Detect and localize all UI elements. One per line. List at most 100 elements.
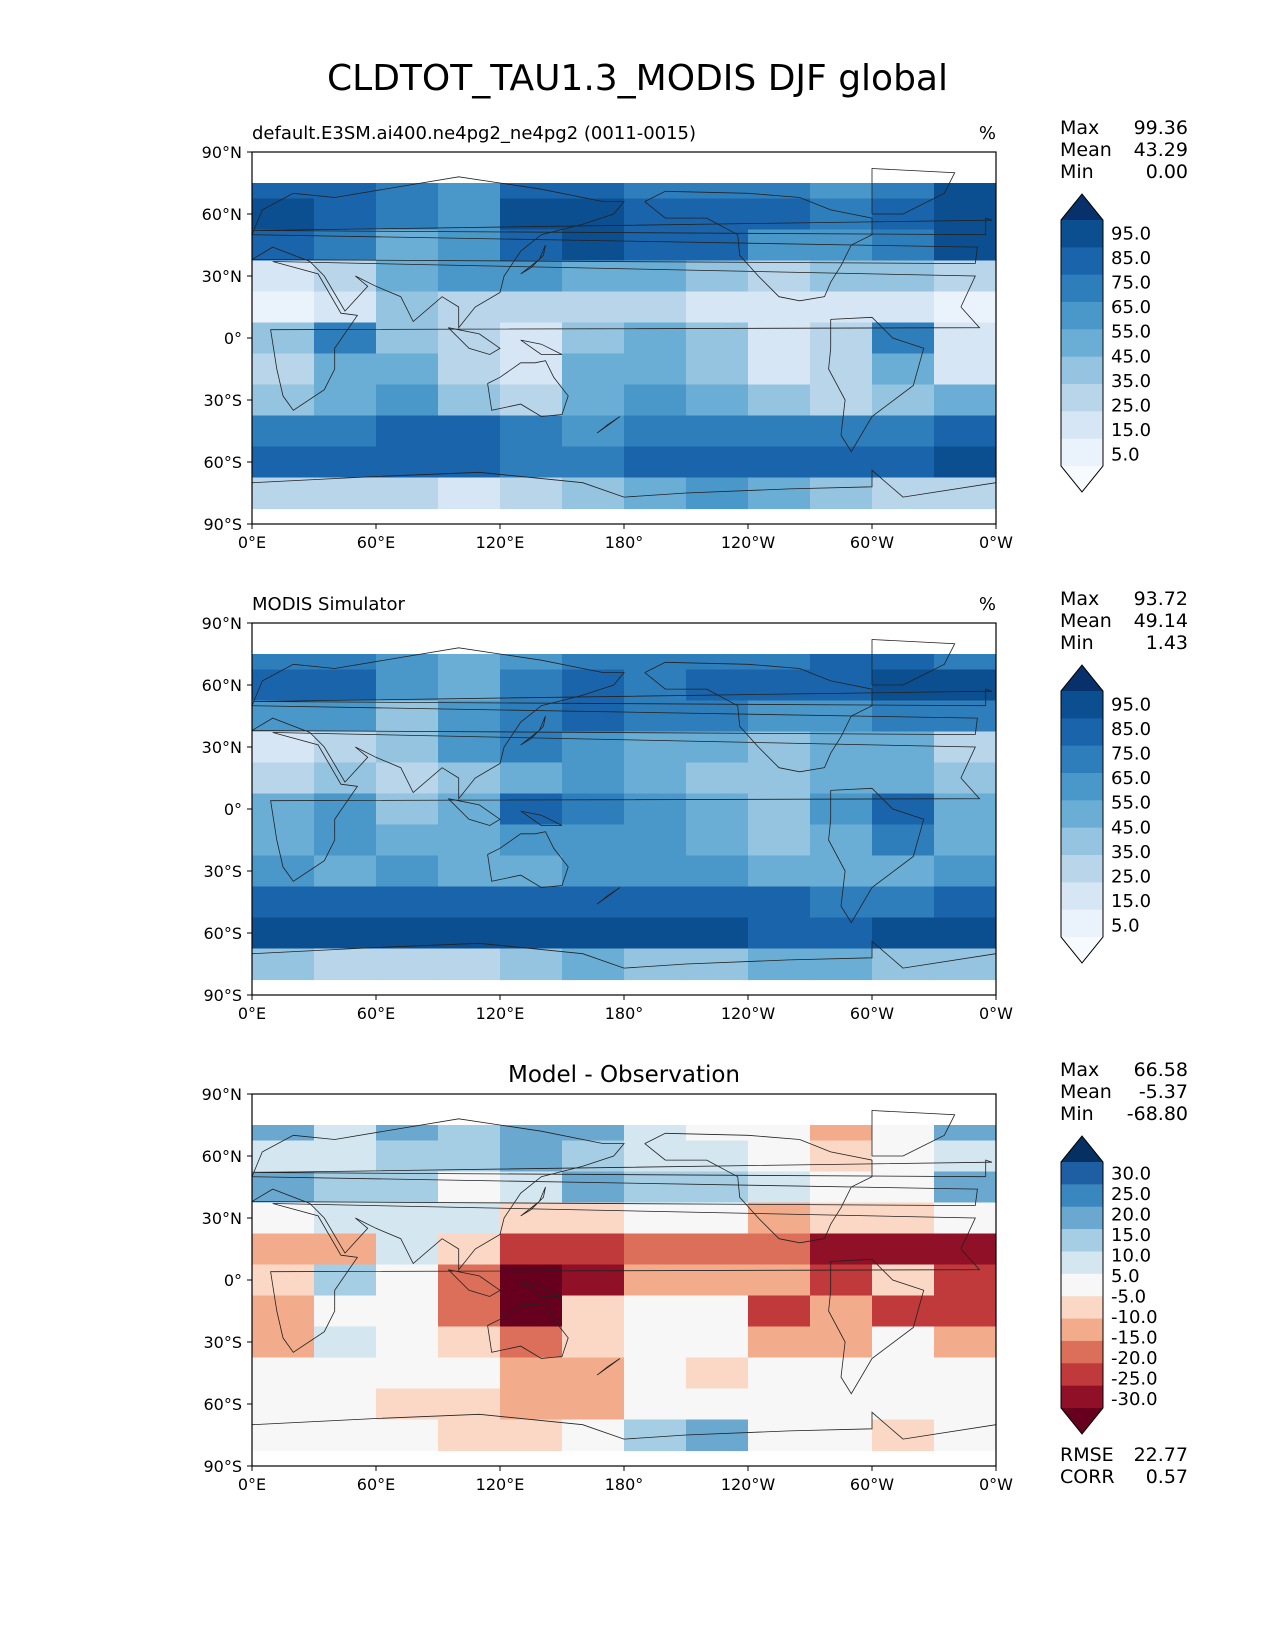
colorbar-label: 55.0 bbox=[1111, 793, 1151, 814]
heatmap-cell bbox=[686, 1140, 749, 1173]
heatmap-cell bbox=[376, 1419, 439, 1452]
colorbar-segment bbox=[1061, 384, 1103, 412]
heatmap-cell bbox=[438, 1125, 501, 1142]
heatmap-cell bbox=[562, 917, 625, 950]
heatmap-cell bbox=[376, 1326, 439, 1359]
heatmap-cell bbox=[748, 322, 811, 355]
coastlines bbox=[252, 639, 996, 969]
obs-stats: Max 93.72 Mean 49.14 Min 1.43 bbox=[1060, 588, 1188, 654]
heatmap-cell bbox=[748, 917, 811, 950]
heatmap-cell bbox=[376, 1357, 439, 1390]
heatmap-cell bbox=[376, 384, 439, 417]
heatmap-cell bbox=[314, 886, 377, 919]
y-tick-label: 30°S bbox=[203, 862, 242, 881]
heatmap-cell bbox=[562, 654, 625, 671]
colorbar-label: 10.0 bbox=[1111, 1245, 1151, 1266]
stat-label: Mean bbox=[1060, 1081, 1112, 1103]
heatmap-cell bbox=[562, 1202, 625, 1235]
heatmap-cell bbox=[872, 1125, 935, 1142]
heatmap-cell bbox=[500, 917, 563, 950]
heatmap-cell bbox=[562, 198, 625, 231]
heatmap-cell bbox=[748, 1357, 811, 1390]
heatmap-cell bbox=[376, 1264, 439, 1297]
heatmap-cell bbox=[624, 291, 687, 324]
heatmap-cell bbox=[376, 1171, 439, 1204]
colorbar-segment bbox=[1061, 691, 1103, 719]
heatmap-cell bbox=[438, 198, 501, 231]
coastline bbox=[252, 176, 978, 329]
colorbar-segment bbox=[1061, 1206, 1103, 1230]
coastline bbox=[448, 327, 501, 355]
coastline bbox=[828, 316, 925, 453]
coastline bbox=[487, 831, 569, 888]
heatmap-cell bbox=[748, 824, 811, 857]
y-tick-label: 90°N bbox=[202, 1085, 242, 1104]
colorbar-label: 15.0 bbox=[1111, 1225, 1151, 1246]
colorbar-label: 5.0 bbox=[1111, 916, 1140, 937]
heatmap-cell bbox=[376, 793, 439, 826]
y-tick-label: 90°S bbox=[203, 1457, 242, 1476]
heatmap-cell bbox=[252, 353, 315, 386]
heatmap-cell bbox=[624, 1388, 687, 1421]
x-tick-label: 120°E bbox=[476, 1004, 525, 1023]
heatmap-cell bbox=[438, 762, 501, 795]
heatmap-cell bbox=[748, 886, 811, 919]
heatmap-cell bbox=[500, 322, 563, 355]
colorbar-label: 25.0 bbox=[1111, 1184, 1151, 1205]
stat-label: Mean bbox=[1060, 610, 1112, 632]
heatmap-cell bbox=[376, 1125, 439, 1142]
heatmap-cell bbox=[934, 1388, 996, 1421]
heatmap-cell bbox=[624, 384, 687, 417]
stat-label: Min bbox=[1060, 632, 1094, 654]
y-tick-label: 0° bbox=[224, 1271, 242, 1290]
heatmap-cell bbox=[686, 731, 749, 764]
heatmap-cell bbox=[686, 229, 749, 262]
heatmap-cell bbox=[810, 446, 873, 479]
heatmap-cell bbox=[500, 824, 563, 857]
coastline bbox=[644, 190, 873, 302]
heatmap-cell bbox=[252, 384, 315, 417]
heatmap-cell bbox=[934, 1295, 996, 1328]
coastlines bbox=[252, 1110, 996, 1440]
heatmap-cell bbox=[314, 948, 377, 981]
colorbar-segment bbox=[1061, 329, 1103, 358]
heatmap-cell bbox=[748, 1264, 811, 1297]
heatmap-cell bbox=[500, 477, 563, 510]
panel-title-left: MODIS Simulator bbox=[252, 594, 405, 615]
colorbar-label: 5.0 bbox=[1111, 1266, 1140, 1287]
heatmap-cell bbox=[934, 1125, 996, 1142]
heatmap-cell bbox=[562, 1171, 625, 1204]
x-tick-label: 120°W bbox=[721, 533, 776, 552]
heatmap-cell bbox=[438, 824, 501, 857]
diff-metrics: RMSE 22.77 CORR 0.57 bbox=[1060, 1444, 1188, 1488]
heatmap-cell bbox=[624, 353, 687, 386]
panel-units: % bbox=[979, 594, 996, 615]
heatmap-cell bbox=[562, 700, 625, 733]
colorbar-segment bbox=[1061, 1184, 1103, 1208]
heatmap-cell bbox=[314, 1140, 377, 1173]
colorbar: 95.0 85.0 75.0 65.0 55.0 45.0 35.0 25.0 15.0 5.0 bbox=[1060, 193, 1151, 493]
heatmap-cell bbox=[686, 917, 749, 950]
heatmap-cell bbox=[438, 1233, 501, 1266]
heatmap-cell bbox=[500, 415, 563, 448]
heatmap-cell bbox=[500, 1419, 563, 1452]
heatmap-cell bbox=[252, 731, 315, 764]
colorbar: 95.0 85.0 75.0 65.0 55.0 45.0 35.0 25.0 15.0 5.0 bbox=[1060, 664, 1151, 964]
heatmap-cell bbox=[376, 654, 439, 671]
coastline bbox=[520, 244, 546, 275]
heatmap-cell bbox=[748, 384, 811, 417]
heatmap-cell bbox=[748, 1388, 811, 1421]
heatmap-cell bbox=[438, 1140, 501, 1173]
heatmap-cell bbox=[438, 1171, 501, 1204]
coastline bbox=[448, 1269, 501, 1297]
colorbar-segment bbox=[1061, 1273, 1103, 1297]
heatmap-cell bbox=[934, 1419, 996, 1452]
heatmap-cell bbox=[438, 654, 501, 671]
colorbar-label: 45.0 bbox=[1111, 346, 1151, 367]
heatmap-cell bbox=[438, 948, 501, 981]
heatmap-cell bbox=[686, 1233, 749, 1266]
heatmap-cell bbox=[810, 1264, 873, 1297]
heatmap-cell bbox=[314, 1233, 377, 1266]
heatmap-cell bbox=[438, 415, 501, 448]
heatmap-cell bbox=[810, 1295, 873, 1328]
